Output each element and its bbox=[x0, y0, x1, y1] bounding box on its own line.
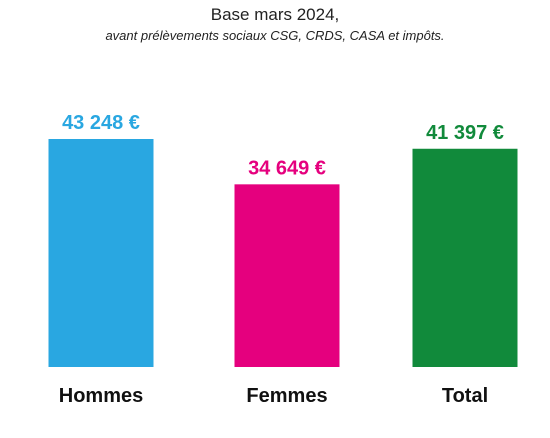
category-label-hommes: Hommes bbox=[59, 385, 143, 407]
value-label-femmes: 34 649 € bbox=[248, 157, 326, 179]
chart-subtitle: avant prélèvements sociaux CSG, CRDS, CA… bbox=[105, 28, 445, 43]
value-label-hommes: 43 248 € bbox=[62, 112, 140, 134]
bar-hommes bbox=[48, 139, 154, 367]
value-label-total: 41 397 € bbox=[426, 122, 504, 144]
category-label-total: Total bbox=[442, 385, 488, 407]
chart-header: Base mars 2024, avant prélèvements socia… bbox=[0, 4, 550, 46]
bar-femmes bbox=[234, 184, 340, 367]
bar-total bbox=[412, 148, 518, 367]
chart-title: Base mars 2024, bbox=[210, 5, 340, 24]
category-label-femmes: Femmes bbox=[246, 385, 327, 407]
